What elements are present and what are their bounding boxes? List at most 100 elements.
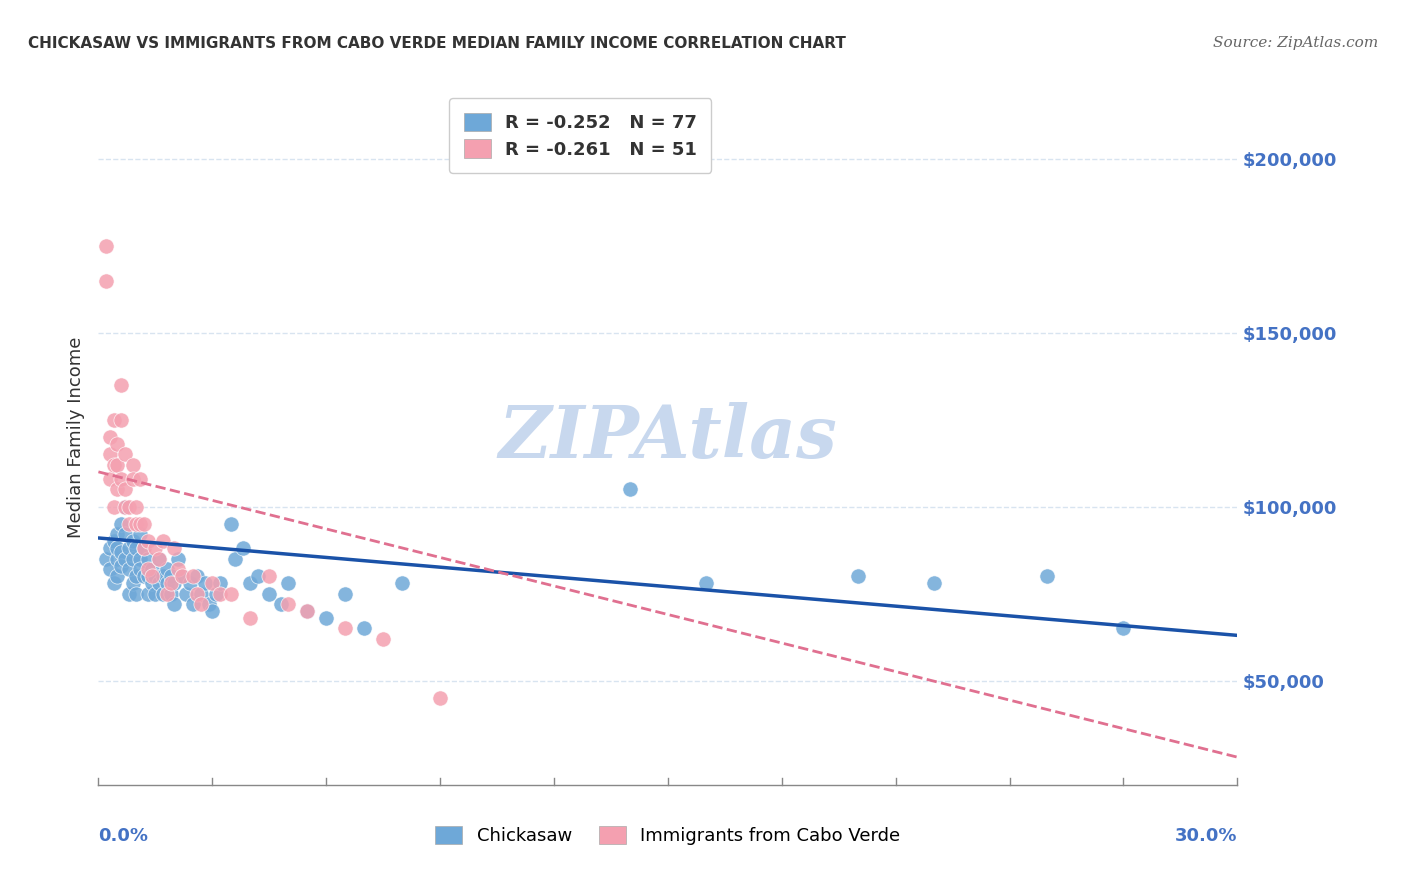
Point [110, 516, 132, 531]
Point [391, 576, 413, 591]
Point [141, 576, 163, 591]
Point [121, 534, 143, 549]
Text: ZIPAtlas: ZIPAtlas [499, 401, 837, 473]
Point [170, 569, 193, 583]
Point [114, 482, 136, 496]
Point [922, 576, 945, 591]
Point [429, 690, 451, 705]
Point [159, 587, 181, 601]
Point [156, 576, 179, 591]
Point [94, 551, 117, 566]
Point [98, 541, 121, 556]
Point [98, 472, 121, 486]
Point [221, 587, 243, 601]
Text: Source: ZipAtlas.com: Source: ZipAtlas.com [1212, 36, 1378, 50]
Point [152, 569, 174, 583]
Point [110, 412, 132, 426]
Point [846, 569, 869, 583]
Point [107, 541, 129, 556]
Point [103, 412, 125, 426]
Point [103, 458, 125, 472]
Point [136, 562, 159, 576]
Point [277, 576, 299, 591]
Point [239, 576, 262, 591]
Point [194, 576, 217, 591]
Point [103, 576, 125, 591]
Point [145, 587, 167, 601]
Point [136, 551, 159, 566]
Point [129, 562, 152, 576]
Point [163, 576, 186, 591]
Point [297, 604, 319, 618]
Point [335, 621, 357, 635]
Point [132, 516, 155, 531]
Point [136, 587, 159, 601]
Point [208, 587, 231, 601]
Point [183, 569, 205, 583]
Point [94, 238, 117, 253]
Point [110, 377, 132, 392]
Point [353, 621, 375, 635]
Point [152, 587, 174, 601]
Text: 30.0%: 30.0% [1175, 827, 1237, 845]
Point [141, 569, 163, 583]
Point [94, 273, 117, 287]
Point [129, 516, 152, 531]
Point [132, 541, 155, 556]
Point [156, 587, 179, 601]
Point [297, 604, 319, 618]
Point [1036, 569, 1059, 583]
Point [201, 604, 224, 618]
Point [118, 587, 141, 601]
Point [186, 569, 208, 583]
Point [145, 541, 167, 556]
Point [167, 551, 190, 566]
Point [190, 587, 212, 601]
Point [148, 576, 170, 591]
Point [246, 569, 269, 583]
Point [118, 516, 141, 531]
Point [110, 472, 132, 486]
Point [190, 597, 212, 611]
Point [259, 569, 281, 583]
Point [170, 569, 193, 583]
Point [145, 569, 167, 583]
Point [179, 576, 201, 591]
Point [118, 500, 141, 514]
Point [121, 458, 143, 472]
Point [1112, 621, 1135, 635]
Point [98, 447, 121, 462]
Point [619, 482, 641, 496]
Point [221, 516, 243, 531]
Point [159, 569, 181, 583]
Point [205, 587, 228, 601]
Y-axis label: Median Family Income: Median Family Income [66, 336, 84, 538]
Point [107, 458, 129, 472]
Point [129, 551, 152, 566]
Point [132, 569, 155, 583]
Text: CHICKASAW VS IMMIGRANTS FROM CABO VERDE MEDIAN FAMILY INCOME CORRELATION CHART: CHICKASAW VS IMMIGRANTS FROM CABO VERDE … [28, 36, 846, 51]
Point [259, 587, 281, 601]
Point [110, 558, 132, 573]
Point [114, 551, 136, 566]
Point [201, 576, 224, 591]
Point [136, 534, 159, 549]
Point [98, 430, 121, 444]
Point [98, 562, 121, 576]
Point [125, 569, 148, 583]
Point [197, 597, 219, 611]
Point [121, 576, 143, 591]
Point [335, 587, 357, 601]
Legend: Chickasaw, Immigrants from Cabo Verde: Chickasaw, Immigrants from Cabo Verde [420, 811, 915, 859]
Point [277, 597, 299, 611]
Point [159, 576, 181, 591]
Point [136, 569, 159, 583]
Point [270, 597, 292, 611]
Point [208, 576, 231, 591]
Point [118, 541, 141, 556]
Point [125, 516, 148, 531]
Point [125, 500, 148, 514]
Point [148, 551, 170, 566]
Point [114, 527, 136, 541]
Point [107, 551, 129, 566]
